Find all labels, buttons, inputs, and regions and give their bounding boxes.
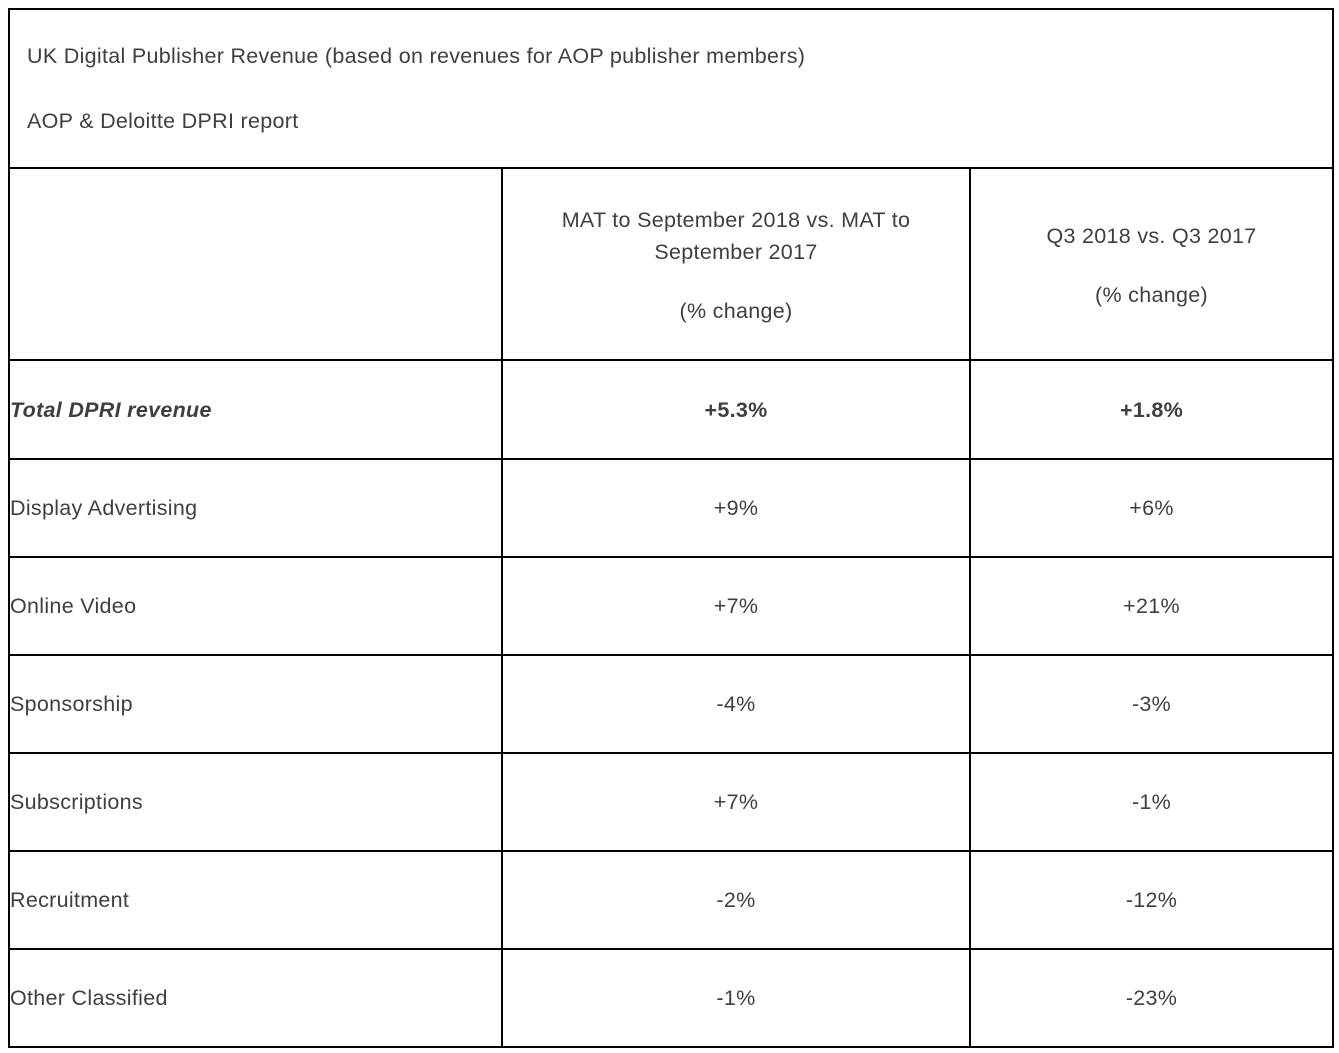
header-q3-title: Q3 2018 vs. Q3 2017 — [1046, 224, 1257, 248]
table-title: UK Digital Publisher Revenue (based on r… — [27, 44, 806, 68]
mat-value: -2% — [501, 850, 971, 950]
row-subscriptions: Subscriptions +7% -1% — [8, 752, 1335, 852]
header-mat-subtitle: (% change) — [679, 299, 793, 323]
row-recruitment: Recruitment -2% -12% — [8, 850, 1335, 950]
header-mat-title: MAT to September 2018 vs. MAT to Septemb… — [561, 208, 911, 264]
mat-value: +7% — [501, 752, 971, 852]
header-q3-subtitle: (% change) — [1095, 283, 1208, 307]
title-row: UK Digital Publisher Revenue (based on r… — [7, 8, 1335, 169]
revenue-table: UK Digital Publisher Revenue (based on r… — [7, 8, 1335, 1048]
mat-value: -4% — [501, 654, 971, 754]
row-label: Other Classified — [8, 948, 503, 1048]
q3-value: -12% — [968, 850, 1335, 950]
header-mat-cell: MAT to September 2018 vs. MAT to Septemb… — [501, 167, 971, 361]
row-label: Sponsorship — [8, 654, 503, 754]
q3-value: -3% — [968, 654, 1335, 754]
q3-value: -1% — [968, 752, 1335, 852]
table-subtitle: AOP & Deloitte DPRI report — [27, 109, 299, 133]
mat-value: +9% — [501, 458, 971, 558]
row-label: Recruitment — [8, 850, 503, 950]
row-online-video: Online Video +7% +21% — [8, 556, 1335, 656]
mat-value: +5.3% — [501, 359, 971, 460]
row-display-advertising: Display Advertising +9% +6% — [8, 458, 1335, 558]
row-total-dpri-revenue: Total DPRI revenue +5.3% +1.8% — [8, 359, 1335, 460]
header-q3-cell: Q3 2018 vs. Q3 2017 (% change) — [968, 167, 1335, 361]
q3-value: -23% — [968, 948, 1335, 1048]
report-table-sheet: UK Digital Publisher Revenue (based on r… — [7, 8, 1335, 1048]
row-label: Display Advertising — [8, 458, 503, 558]
row-sponsorship: Sponsorship -4% -3% — [8, 654, 1335, 754]
q3-value: +21% — [968, 556, 1335, 656]
row-other-classified: Other Classified -1% -23% — [8, 948, 1335, 1048]
q3-value: +1.8% — [968, 359, 1335, 460]
q3-value: +6% — [968, 458, 1335, 558]
row-label: Total DPRI revenue — [8, 359, 503, 460]
header-category-cell — [8, 167, 503, 361]
table-title-cell: UK Digital Publisher Revenue (based on r… — [7, 8, 1335, 169]
row-label: Online Video — [8, 556, 503, 656]
mat-value: +7% — [501, 556, 971, 656]
header-row: MAT to September 2018 vs. MAT to Septemb… — [8, 167, 1335, 361]
mat-value: -1% — [501, 948, 971, 1048]
row-label: Subscriptions — [8, 752, 503, 852]
